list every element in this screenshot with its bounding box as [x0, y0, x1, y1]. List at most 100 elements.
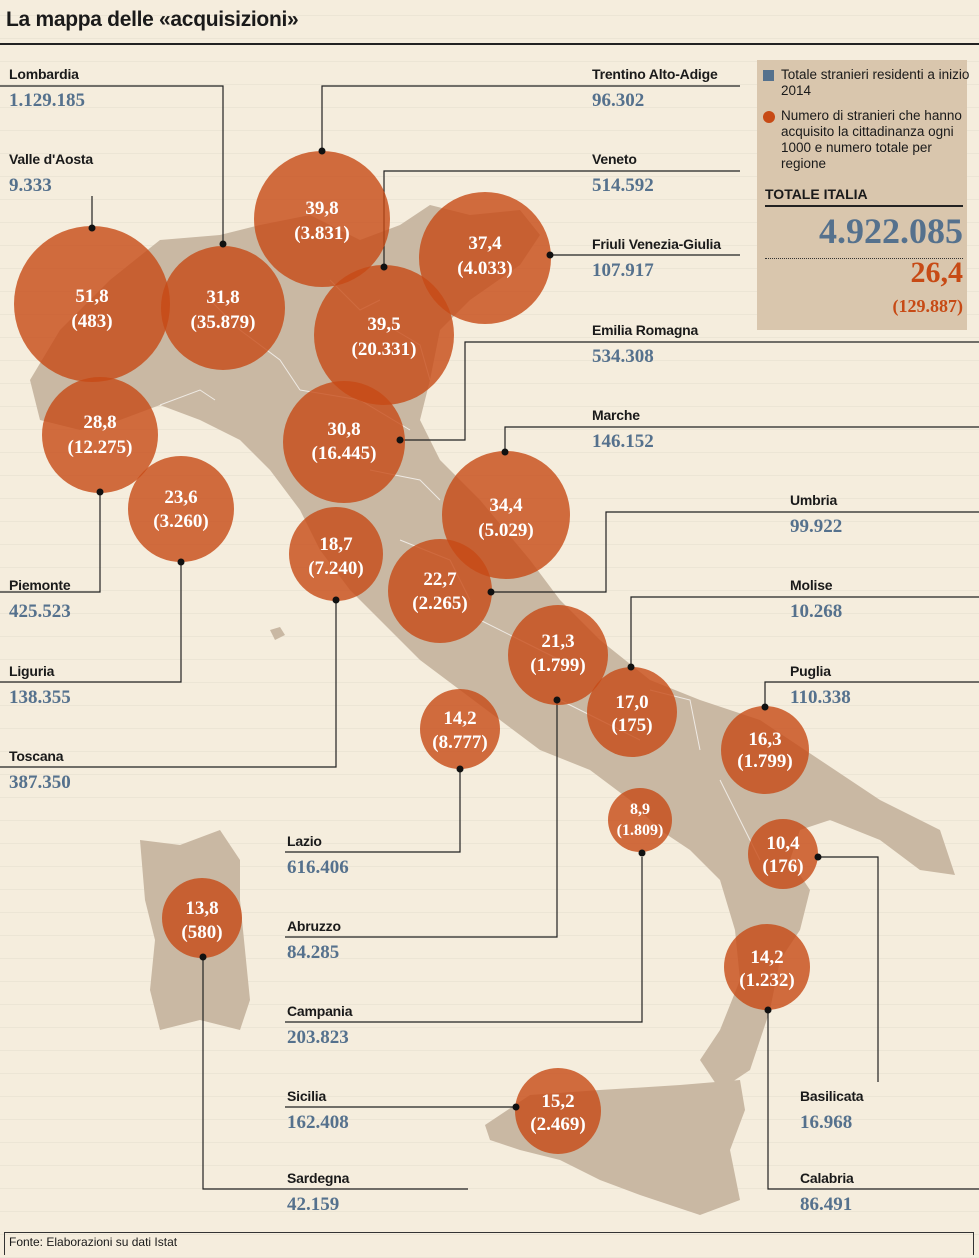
count-lombardia: (35.879) [191, 312, 256, 333]
count-marche: (5.029) [478, 520, 533, 541]
dot-lombardia [219, 240, 227, 248]
region-residents-lombardia: 1.129.185 [9, 90, 85, 111]
region-name-basilicata: Basilicata [800, 1088, 864, 1104]
region-residents-piemonte: 425.523 [9, 601, 71, 622]
dot-friuli [546, 251, 554, 259]
rate-lombardia: 31,8 [206, 287, 239, 308]
total-italia-label: TOTALE ITALIA [765, 186, 868, 202]
count-calabria: (1.232) [739, 970, 794, 991]
rate-sicilia: 15,2 [541, 1091, 574, 1112]
dot-calabria [764, 1006, 772, 1014]
region-name-sardegna: Sardegna [287, 1170, 350, 1186]
bubble-lazio [420, 689, 500, 769]
region-name-valle-daosta: Valle d'Aosta [9, 151, 93, 167]
dot-emilia [396, 436, 404, 444]
count-toscana: (7.240) [308, 558, 363, 579]
leader-calabria [767, 1010, 979, 1190]
count-sicilia: (2.469) [530, 1114, 585, 1135]
leader-puglia [764, 681, 979, 707]
rate-calabria: 14,2 [750, 947, 783, 968]
bubble-abruzzo [508, 605, 608, 705]
region-residents-umbria: 99.922 [790, 516, 843, 537]
leader-sardegna [202, 957, 468, 1190]
rate-lazio: 14,2 [443, 708, 476, 729]
region-name-abruzzo: Abruzzo [287, 918, 341, 934]
rate-veneto: 39,5 [367, 314, 400, 335]
region-residents-liguria: 138.355 [9, 687, 71, 708]
dot-abruzzo [553, 696, 561, 704]
rate-campania: 8,9 [630, 801, 650, 818]
total-count: (129.887) [892, 296, 964, 316]
leader-trentino [321, 85, 740, 151]
count-molise: (175) [611, 715, 652, 736]
count-veneto: (20.331) [352, 339, 417, 360]
region-name-liguria: Liguria [9, 663, 55, 679]
legend-panel [757, 60, 967, 330]
dot-campania [638, 849, 646, 857]
dot-puglia [761, 703, 769, 711]
region-residents-toscana: 387.350 [9, 772, 71, 793]
region-residents-puglia: 110.338 [790, 687, 851, 708]
count-piemonte: (12.275) [68, 437, 133, 458]
count-liguria: (3.260) [153, 511, 208, 532]
region-residents-abruzzo: 84.285 [287, 942, 340, 963]
count-friuli: (4.033) [457, 258, 512, 279]
count-puglia: (1.799) [737, 751, 792, 772]
rate-umbria: 22,7 [423, 569, 457, 590]
leader-liguria [0, 562, 182, 683]
region-name-trentino: Trentino Alto-Adige [592, 66, 718, 82]
region-name-emilia: Emilia Romagna [592, 322, 699, 338]
leader-campania [285, 857, 643, 1023]
bubble-emilia [283, 381, 405, 503]
bubble-sardegna [162, 878, 242, 958]
total-rate: 26,4 [910, 256, 964, 289]
rate-emilia: 30,8 [327, 419, 360, 440]
region-name-puglia: Puglia [790, 663, 831, 679]
region-residents-sardegna: 42.159 [287, 1194, 340, 1215]
count-trentino: (3.831) [294, 223, 349, 244]
dot-liguria [177, 558, 185, 566]
leader-toscana [0, 600, 337, 768]
region-name-marche: Marche [592, 407, 640, 423]
dot-marche [501, 448, 509, 456]
region-name-sicilia: Sicilia [287, 1088, 327, 1104]
rate-friuli: 37,4 [468, 233, 502, 254]
leader-emilia [400, 341, 979, 441]
rate-sardegna: 13,8 [185, 898, 218, 919]
region-residents-campania: 203.823 [287, 1027, 349, 1048]
dot-valle-daosta [88, 224, 96, 232]
leader-abruzzo [285, 700, 558, 938]
region-name-campania: Campania [287, 1003, 353, 1019]
count-valle-daosta: (483) [71, 311, 112, 332]
region-residents-calabria: 86.491 [800, 1194, 853, 1215]
region-residents-marche: 146.152 [592, 431, 654, 452]
dot-trentino [318, 147, 326, 155]
rate-abruzzo: 21,3 [541, 631, 574, 652]
rate-piemonte: 28,8 [83, 412, 116, 433]
legend-residents-swatch [763, 70, 774, 81]
rate-trentino: 39,8 [305, 198, 338, 219]
dot-sardegna [199, 953, 207, 961]
anchor-dots [88, 147, 822, 1111]
region-name-umbria: Umbria [790, 492, 838, 508]
region-name-piemonte: Piemonte [9, 577, 71, 593]
bubble-basilicata [748, 819, 818, 889]
rate-liguria: 23,6 [164, 487, 197, 508]
mainland-shape [30, 205, 955, 1090]
count-lazio: (8.777) [432, 732, 487, 753]
total-divider [765, 205, 963, 207]
total-residents: 4.922.085 [819, 211, 963, 251]
leader-lazio [285, 769, 461, 853]
bubbles [14, 151, 818, 1154]
region-residents-emilia: 534.308 [592, 346, 654, 367]
bubble-friuli [419, 192, 551, 324]
leader-marche [504, 426, 979, 452]
dot-lazio [456, 765, 464, 773]
dot-veneto [380, 263, 388, 271]
bubble-calabria [724, 924, 810, 1010]
rate-valle-daosta: 51,8 [75, 286, 108, 307]
rate-marche: 34,4 [489, 495, 523, 516]
rate-basilicata: 10,4 [766, 833, 800, 854]
rate-toscana: 18,7 [319, 534, 353, 555]
